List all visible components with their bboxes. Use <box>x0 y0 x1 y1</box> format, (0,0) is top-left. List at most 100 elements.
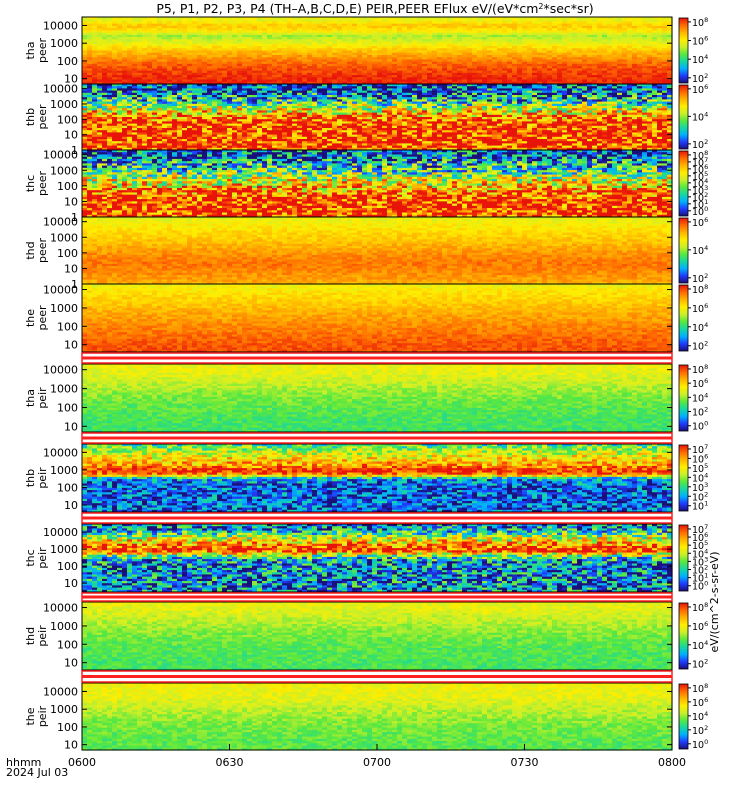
colorbar-tick-label: 106 <box>692 620 708 633</box>
figure-title: P5, P1, P2, P3, P4 (TH–A,B,C,D,E) PEIR,P… <box>156 1 593 16</box>
colorbar-tick-label: 100 <box>692 738 708 751</box>
colorbar-tick-label: 106 <box>692 302 708 315</box>
y-tick-label: 10000 <box>43 149 78 162</box>
figure-title-main: P5, P1, P2, P3, P4 (TH–A,B,C,D,E) PEIR,P… <box>156 1 538 16</box>
y-tick-label: 10 <box>64 262 78 275</box>
y-tick-label: 100 <box>57 721 78 734</box>
y-tick-label: 100 <box>57 638 78 651</box>
y-tick-label: 1000 <box>50 464 78 477</box>
y-tick-label: 1000 <box>50 703 78 716</box>
panel-separator-bar <box>82 353 672 363</box>
y-tick-label: 10000 <box>43 216 78 229</box>
y-tick-label: 10000 <box>43 602 78 615</box>
y-tick-label: 10000 <box>43 83 78 96</box>
y-tick-label: 100 <box>57 401 78 414</box>
y-tick-label: 10000 <box>43 685 78 698</box>
x-tick-label: 0630 <box>216 756 244 769</box>
y-tick-label: 10 <box>64 195 78 208</box>
y-tick-label: 10000 <box>43 364 78 377</box>
figure-title-tail: *sec*sr) <box>543 1 593 16</box>
colorbar-tick-label: 104 <box>692 321 708 334</box>
colorbar-tick-label: 108 <box>692 16 708 29</box>
y-tick-label: 10 <box>64 339 78 352</box>
y-tick-label: 1000 <box>50 620 78 633</box>
y-tick-label: 10 <box>64 499 78 512</box>
colorbar <box>679 684 688 749</box>
y-tick-label: 100 <box>57 320 78 333</box>
y-tick-label: 100 <box>57 113 78 126</box>
y-tick-label: 1000 <box>50 164 78 177</box>
x-tick-label: 0700 <box>363 756 391 769</box>
colorbar <box>679 285 688 351</box>
panel-species-label: peir <box>36 467 49 489</box>
y-tick-label: 1000 <box>50 383 78 396</box>
x-axis-label-line-2: 2024 Jul 03 <box>6 766 68 779</box>
colorbar-tick-label: 108 <box>692 601 708 614</box>
y-tick-label: 100 <box>57 481 78 494</box>
panel-species-label: peir <box>36 705 49 727</box>
colorbar <box>679 603 688 669</box>
colorbar-tick-label: 101 <box>692 500 708 513</box>
colorbar-tick-label: 102 <box>692 658 708 671</box>
y-tick-label: 10 <box>64 420 78 433</box>
spectrogram-cells <box>82 602 673 671</box>
y-tick-label: 10 <box>64 657 78 670</box>
y-tick-label: 10 <box>64 577 78 590</box>
spectrogram-cells <box>82 84 673 151</box>
y-tick-label: 10 <box>64 129 78 142</box>
colorbar-tick-label: 100 <box>692 580 708 593</box>
colorbar-tick-label: 108 <box>692 363 708 376</box>
y-tick-label: 100 <box>57 247 78 260</box>
colorbar-tick-label: 106 <box>692 216 708 229</box>
y-tick-label: 100 <box>57 55 78 68</box>
spectrogram-cells <box>82 444 673 513</box>
colorbar <box>679 445 688 511</box>
y-tick-label: 100 <box>57 560 78 573</box>
panel-separator-bar <box>82 593 672 601</box>
colorbar-tick-label: 106 <box>692 83 708 96</box>
y-tick-label: 1000 <box>50 37 78 50</box>
colorbar <box>679 525 688 591</box>
colorbar <box>679 365 688 431</box>
spectrogram-cells <box>82 364 673 433</box>
panel-species-label: peer <box>36 171 49 197</box>
panel-species-label: peir <box>36 547 49 569</box>
y-tick-label: 10000 <box>43 526 78 539</box>
x-tick-label: 0800 <box>658 756 686 769</box>
colorbar-tick-label: 102 <box>692 340 708 353</box>
colorbar-tick-label: 104 <box>692 710 708 723</box>
y-tick-label: 10000 <box>43 19 78 32</box>
colorbar-tick-label: 104 <box>692 391 708 404</box>
colorbar-tick-label: 108 <box>692 682 708 695</box>
colorbar-tick-label: 100 <box>692 420 708 433</box>
y-tick-label: 10000 <box>43 284 78 297</box>
x-tick-label: 0600 <box>68 756 96 769</box>
spectrogram-cells <box>82 150 673 218</box>
colorbar-tick-label: 102 <box>692 724 708 737</box>
panel-species-label: peer <box>36 104 49 130</box>
panel-species-label: peer <box>36 305 49 331</box>
panel-separator-bar <box>82 433 672 443</box>
spectrogram-cells <box>82 683 673 751</box>
y-tick-label: 10 <box>64 739 78 752</box>
panel-species-label: peer <box>36 38 49 64</box>
panel-separator-bar <box>82 513 672 523</box>
colorbar-tick-label: 104 <box>692 244 708 257</box>
y-tick-label: 1000 <box>50 98 78 111</box>
spectrogram-cells <box>82 217 673 285</box>
colorbar-tick-label: 104 <box>692 53 708 66</box>
colorbar-tick-label: 106 <box>692 696 708 709</box>
spectrogram-cells <box>82 524 673 593</box>
y-tick-label: 1000 <box>50 543 78 556</box>
panel-species-label: peir <box>36 387 49 409</box>
colorbar <box>679 151 688 216</box>
